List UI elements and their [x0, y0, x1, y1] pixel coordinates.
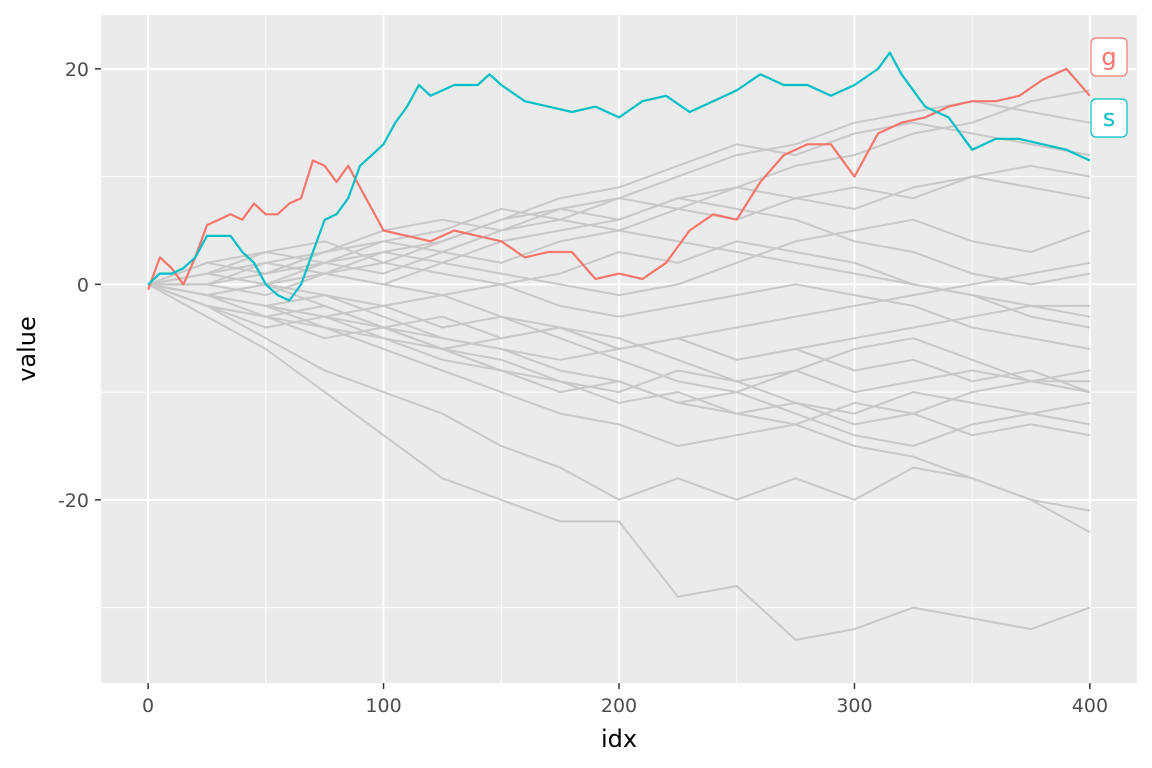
- x-tick-label: 300: [836, 695, 872, 717]
- series-label-s: s: [1090, 98, 1128, 138]
- series-label-g: g: [1090, 37, 1128, 77]
- background-series-line-21: [148, 121, 1091, 286]
- series-label-box-s: [1090, 98, 1128, 138]
- series-label-group: gs: [1090, 37, 1128, 138]
- background-series-line-8: [147, 283, 1091, 426]
- background-series-group: [147, 89, 1091, 641]
- x-tick-label: 200: [601, 695, 637, 717]
- background-series-line-13: [148, 218, 1091, 297]
- series-label-text-s: s: [1103, 104, 1116, 132]
- background-series-line-11: [147, 175, 1091, 286]
- background-series-line-2: [147, 283, 1091, 534]
- background-series-line-6: [147, 283, 1091, 512]
- highlighted-series-group: [147, 51, 1091, 302]
- x-axis-title: idx: [601, 725, 637, 753]
- series-line-g: [147, 67, 1091, 291]
- series-label-text-g: g: [1101, 43, 1116, 71]
- y-tick-label: 0: [77, 274, 89, 296]
- background-series-line-15: [147, 240, 1091, 350]
- background-series-line-18: [147, 283, 1091, 361]
- background-series-line-16: [147, 272, 1090, 394]
- y-tick-label: 20: [65, 59, 89, 81]
- x-tick-label: 400: [1072, 695, 1108, 717]
- background-series-line-17: [147, 197, 1091, 286]
- series-label-box-g: [1090, 37, 1128, 77]
- background-series-line-10: [147, 283, 1091, 394]
- x-tick-label: 0: [142, 695, 154, 717]
- x-tick-label: 100: [365, 695, 401, 717]
- series-line-s: [147, 51, 1091, 302]
- y-axis-ticks: -20 0 20: [58, 59, 101, 512]
- x-axis-ticks: 0 100 200 300 400: [142, 683, 1108, 717]
- background-series-line-20: [147, 283, 1091, 447]
- background-series-line-19: [147, 240, 1091, 329]
- y-axis-title: value: [13, 316, 41, 382]
- y-tick-label: -20: [58, 490, 89, 512]
- background-series-line-1: [147, 283, 1091, 641]
